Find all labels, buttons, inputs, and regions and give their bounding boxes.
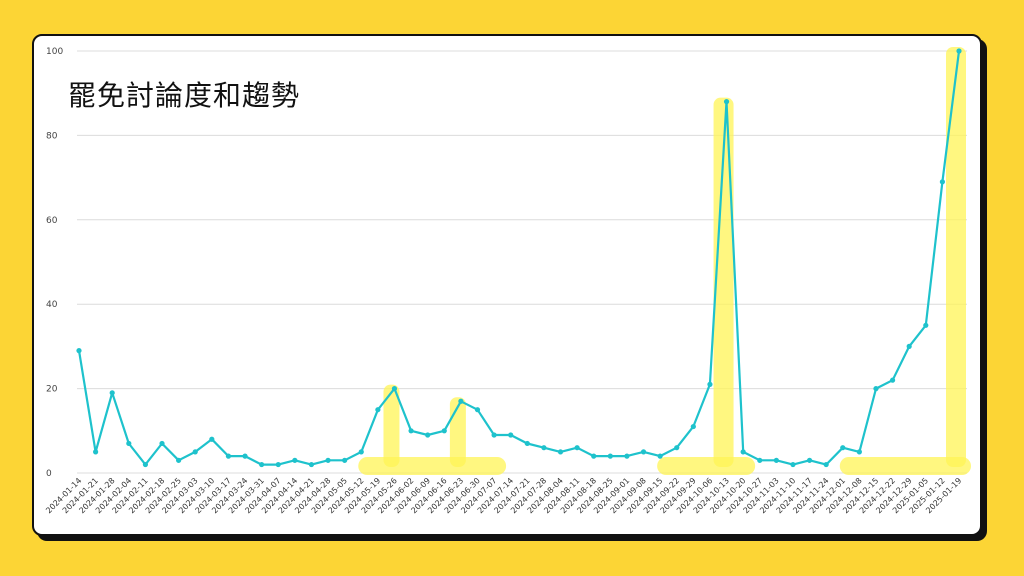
data-point — [93, 449, 99, 455]
highlight-stroke — [383, 384, 400, 467]
data-point — [308, 461, 315, 468]
data-point — [607, 453, 613, 459]
data-point — [906, 343, 912, 349]
data-point — [574, 445, 580, 451]
y-tick-label: 60 — [46, 216, 58, 226]
highlight-stroke — [946, 47, 966, 467]
data-point — [275, 461, 281, 468]
data-point — [109, 390, 115, 396]
data-point — [624, 453, 630, 459]
data-points — [76, 48, 962, 468]
data-point — [956, 48, 962, 54]
data-point — [707, 381, 713, 387]
data-point — [757, 457, 763, 463]
highlight-band — [657, 457, 756, 475]
line-chart: 0 20 40 60 80 100 2024-01-142024-01-212024-01… — [44, 47, 971, 515]
y-tick-label: 80 — [46, 131, 58, 141]
data-point — [142, 461, 149, 468]
data-point — [242, 453, 248, 459]
y-tick-label: 20 — [46, 385, 58, 395]
data-point — [773, 457, 779, 463]
chart-card: 0 20 40 60 80 100 2024-01-14 2024-01-21 2024-01… — [32, 34, 982, 536]
x-axis-ticks: 2024-01-142024-01-212024-01-282024-02-04… — [44, 476, 963, 515]
data-point — [425, 432, 431, 438]
chart-title: 罷免討論度和趨勢 — [68, 79, 301, 112]
data-point — [873, 386, 879, 392]
data-point — [408, 428, 414, 434]
data-point — [192, 449, 198, 455]
data-point — [740, 449, 746, 455]
data-point — [790, 461, 796, 468]
y-tick-label: 0 — [46, 469, 52, 479]
data-point — [823, 461, 829, 468]
series-line-layer — [77, 50, 961, 466]
y-axis-ticks: 0 20 40 60 80 100 — [46, 47, 63, 479]
data-point — [358, 449, 364, 455]
gridlines — [77, 50, 967, 474]
data-point — [225, 453, 232, 459]
series-line — [77, 50, 961, 466]
data-point — [159, 440, 165, 447]
data-point — [474, 407, 481, 413]
data-point — [889, 377, 896, 383]
highlight-band — [358, 457, 507, 475]
data-point — [856, 449, 862, 455]
highlight-stroke — [713, 97, 734, 467]
data-point — [259, 461, 265, 468]
highlight-band — [839, 457, 971, 475]
data-point — [176, 457, 182, 463]
data-point — [375, 407, 381, 413]
data-point — [840, 445, 846, 451]
data-point — [342, 457, 348, 463]
data-point — [806, 457, 813, 463]
y-tick-label: 100 — [46, 47, 63, 57]
data-point — [76, 348, 82, 354]
data-point — [292, 457, 298, 463]
data-point — [209, 436, 215, 442]
data-point — [508, 432, 514, 438]
data-point — [923, 322, 929, 328]
y-tick-label: 40 — [46, 300, 58, 310]
data-point — [541, 445, 547, 451]
data-point — [657, 453, 663, 459]
data-point — [491, 432, 497, 438]
data-point — [557, 449, 564, 455]
highlight-marks — [358, 47, 971, 475]
data-point — [325, 457, 331, 463]
data-point — [640, 449, 647, 455]
data-point — [674, 445, 680, 451]
data-point — [591, 453, 597, 459]
data-point — [939, 179, 945, 185]
data-point — [458, 398, 464, 404]
data-point — [723, 99, 730, 105]
data-point — [524, 440, 530, 447]
data-point — [391, 386, 398, 392]
data-point — [441, 428, 447, 434]
data-point — [690, 423, 696, 430]
data-point — [126, 440, 132, 447]
